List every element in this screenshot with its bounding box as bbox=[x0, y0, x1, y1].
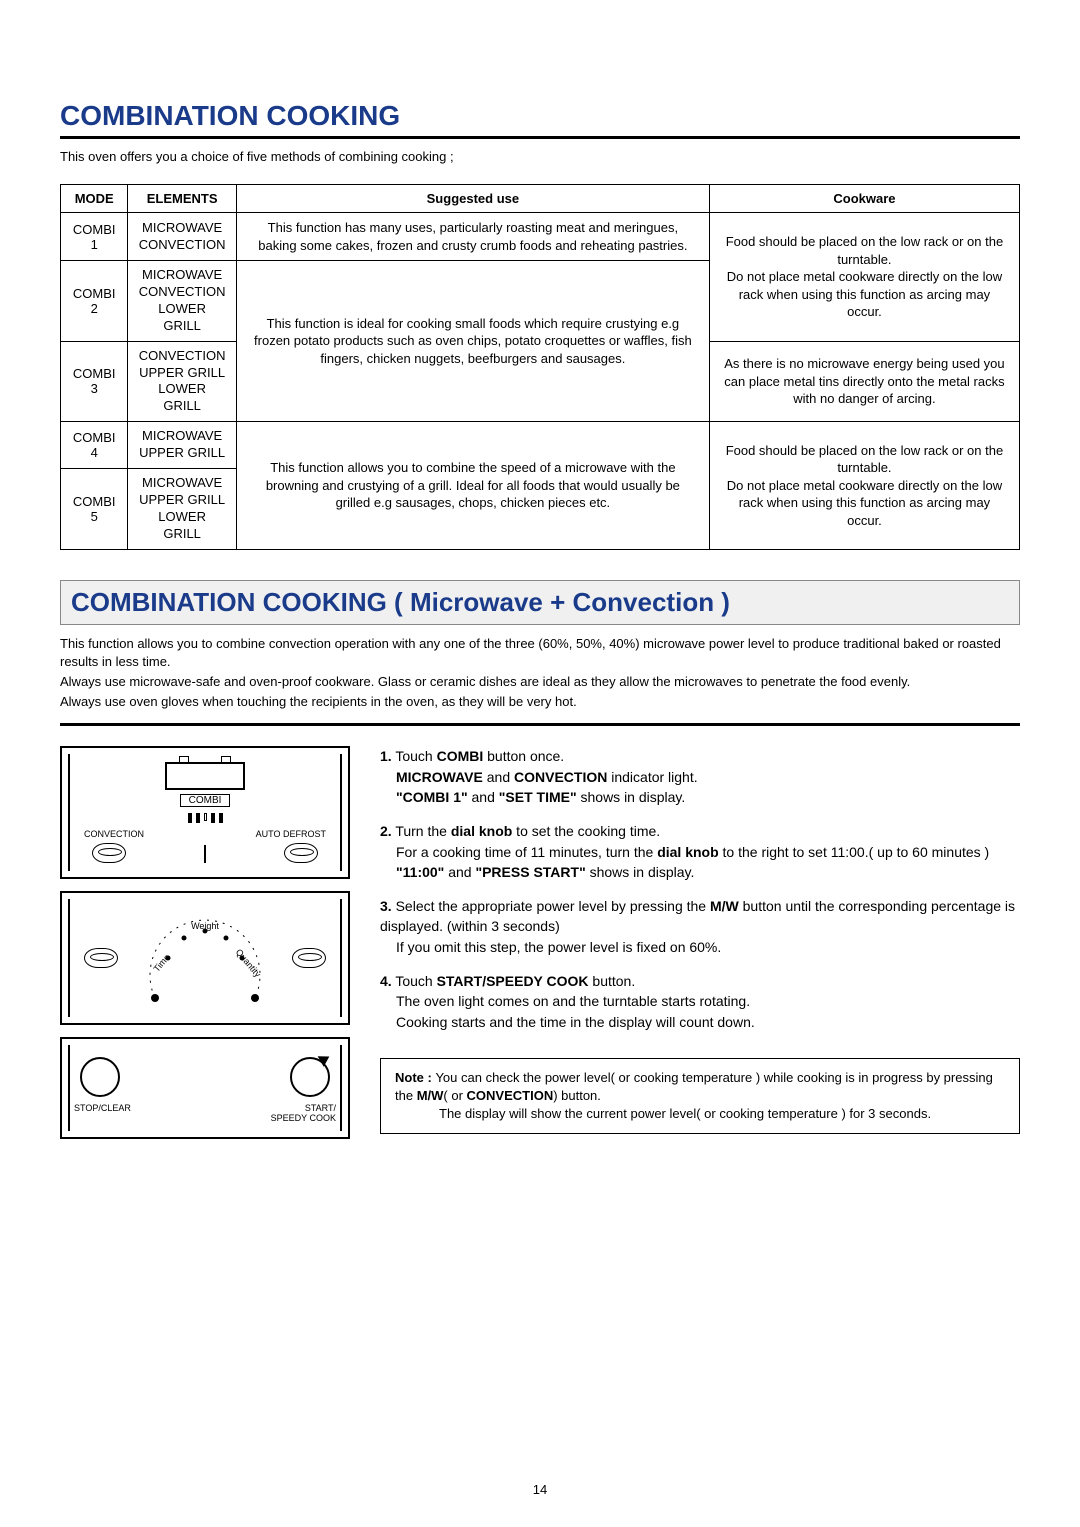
step-bold: dial knob bbox=[657, 844, 718, 860]
steps-column: 1. Touch COMBI button once. MICROWAVE an… bbox=[380, 746, 1020, 1151]
step-2: 2. Turn the dial knob to set the cooking… bbox=[380, 821, 1020, 882]
page-number: 14 bbox=[533, 1482, 547, 1497]
step-bold: "PRESS START" bbox=[475, 864, 585, 880]
knob-icon bbox=[284, 843, 318, 863]
note-text: ) button. bbox=[553, 1088, 601, 1103]
use-cell: This function allows you to combine the … bbox=[236, 422, 709, 549]
th-use: Suggested use bbox=[236, 185, 709, 213]
mode-cell: COMBI 2 bbox=[61, 261, 128, 342]
elements-cell: CONVECTION UPPER GRILL LOWER GRILL bbox=[128, 341, 236, 422]
step-number: 2. bbox=[380, 823, 392, 839]
step-bold: "11:00" bbox=[396, 864, 444, 880]
step-text: shows in display. bbox=[586, 864, 695, 880]
step-text: Touch bbox=[395, 973, 436, 989]
cookware-cell: Food should be placed on the low rack or… bbox=[709, 213, 1019, 342]
step-text: Cooking starts and the time in the displ… bbox=[380, 1014, 755, 1030]
th-mode: MODE bbox=[61, 185, 128, 213]
step-text: to set the cooking time. bbox=[512, 823, 660, 839]
knob-icon bbox=[92, 843, 126, 863]
step-text: Select the appropriate power level by pr… bbox=[396, 898, 710, 914]
mode-cell: COMBI 4 bbox=[61, 422, 128, 469]
elements-cell: MICROWAVE UPPER GRILL bbox=[128, 422, 236, 469]
step-number: 3. bbox=[380, 898, 392, 914]
step-text: to the right to set 11:00.( up to 60 min… bbox=[719, 844, 990, 860]
note-bold: CONVECTION bbox=[467, 1088, 554, 1103]
control-panel-illustration: COMBI CONVECTION AUTO DEFROST bbox=[60, 746, 350, 1151]
step-text: button. bbox=[589, 973, 636, 989]
knob-icon bbox=[292, 948, 326, 968]
note-text: The display will show the current power … bbox=[395, 1105, 931, 1123]
mode-cell: COMBI 3 bbox=[61, 341, 128, 422]
paragraph: Always use oven gloves when touching the… bbox=[60, 693, 1020, 711]
step-4: 4. Touch START/SPEEDY COOK button. The o… bbox=[380, 971, 1020, 1032]
step-number: 1. bbox=[380, 748, 392, 764]
use-cell: This function is ideal for cooking small… bbox=[236, 261, 709, 422]
divider-icon bbox=[204, 845, 206, 863]
step-text: Turn the bbox=[395, 823, 451, 839]
modes-table: MODE ELEMENTS Suggested use Cookware COM… bbox=[60, 184, 1020, 550]
start-knob-icon bbox=[290, 1057, 330, 1097]
intro-text: This oven offers you a choice of five me… bbox=[60, 149, 1020, 164]
auto-defrost-label: AUTO DEFROST bbox=[256, 829, 326, 839]
elements-cell: MICROWAVE UPPER GRILL LOWER GRILL bbox=[128, 469, 236, 550]
step-bold: "SET TIME" bbox=[499, 789, 577, 805]
note-label: Note : bbox=[395, 1070, 435, 1085]
step-text: The oven light comes on and the turntabl… bbox=[380, 993, 750, 1009]
step-bold: dial knob bbox=[451, 823, 512, 839]
step-text: For a cooking time of 11 minutes, turn t… bbox=[396, 844, 657, 860]
step-bold: START/SPEEDY COOK bbox=[437, 973, 589, 989]
step-1: 1. Touch COMBI button once. MICROWAVE an… bbox=[380, 746, 1020, 807]
note-box: Note : You can check the power level( or… bbox=[380, 1058, 1020, 1135]
svg-text:Quantity: Quantity bbox=[234, 947, 264, 979]
note-text: ( or bbox=[443, 1088, 466, 1103]
stop-clear-label: STOP/CLEAR bbox=[74, 1103, 131, 1123]
step-text: button once. bbox=[483, 748, 564, 764]
step-bold: M/W bbox=[710, 898, 739, 914]
step-text: If you omit this step, the power level i… bbox=[380, 939, 721, 955]
display-icon bbox=[165, 762, 245, 790]
th-cookware: Cookware bbox=[709, 185, 1019, 213]
sub-heading: COMBINATION COOKING ( Microwave + Convec… bbox=[60, 580, 1020, 625]
use-cell: This function has many uses, particularl… bbox=[236, 213, 709, 261]
step-bold: "COMBI 1" bbox=[396, 789, 468, 805]
step-text: indicator light. bbox=[607, 769, 697, 785]
divider bbox=[60, 723, 1020, 726]
elements-cell: MICROWAVE CONVECTION bbox=[128, 213, 236, 261]
step-number: 4. bbox=[380, 973, 392, 989]
step-text: and bbox=[444, 864, 475, 880]
paragraph: This function allows you to combine conv… bbox=[60, 635, 1020, 671]
mode-cell: COMBI 1 bbox=[61, 213, 128, 261]
knob-icon bbox=[84, 948, 118, 968]
dial-icon: Weight Time Quantity bbox=[140, 903, 270, 1013]
step-text: and bbox=[468, 789, 499, 805]
cookware-cell: As there is no microwave energy being us… bbox=[709, 341, 1019, 422]
step-text: shows in display. bbox=[577, 789, 686, 805]
step-bold: MICROWAVE bbox=[396, 769, 483, 785]
step-text: Touch bbox=[395, 748, 436, 764]
th-elements: ELEMENTS bbox=[128, 185, 236, 213]
paragraph: Always use microwave-safe and oven-proof… bbox=[60, 673, 1020, 691]
start-label: START/ SPEEDY COOK bbox=[271, 1103, 336, 1123]
convection-label: CONVECTION bbox=[84, 829, 144, 839]
step-bold: CONVECTION bbox=[514, 769, 607, 785]
cookware-cell: Food should be placed on the low rack or… bbox=[709, 422, 1019, 549]
main-heading: COMBINATION COOKING bbox=[60, 100, 1020, 139]
svg-text:Time: Time bbox=[152, 953, 172, 974]
step-3: 3. Select the appropriate power level by… bbox=[380, 896, 1020, 957]
step-bold: COMBI bbox=[437, 748, 484, 764]
elements-cell: MICROWAVE CONVECTION LOWER GRILL bbox=[128, 261, 236, 342]
step-text: and bbox=[483, 769, 514, 785]
stop-knob-icon bbox=[80, 1057, 120, 1097]
note-bold: M/W bbox=[417, 1088, 444, 1103]
mode-cell: COMBI 5 bbox=[61, 469, 128, 550]
combi-label: COMBI bbox=[180, 794, 230, 807]
